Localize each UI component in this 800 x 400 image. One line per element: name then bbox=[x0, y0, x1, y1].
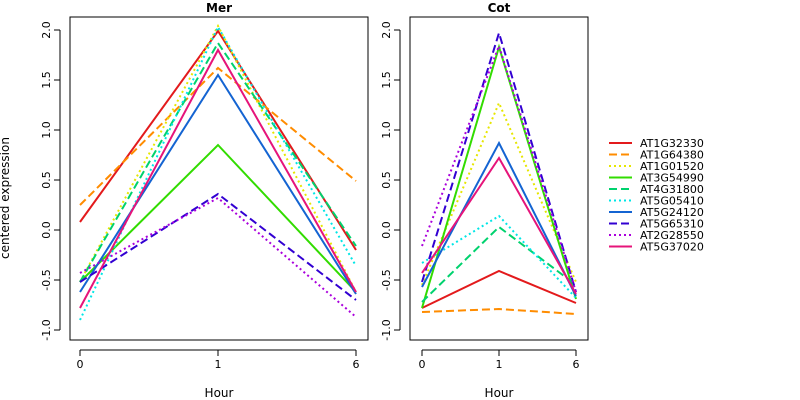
panel-title-mer: Mer bbox=[206, 1, 232, 15]
series-line-at1g32330 bbox=[79, 29, 357, 251]
y-tick-label: -1.0 bbox=[380, 319, 393, 340]
axes-cot: -1.0 -0.5 0.0 0.5 1.0 1.5 2.0 0 1 6 bbox=[380, 21, 580, 371]
y-tick-label: 1.0 bbox=[40, 121, 53, 139]
legend-label: AT3G54990 bbox=[640, 172, 704, 185]
x-tick-label: 1 bbox=[496, 358, 503, 371]
panel-cot: Cot Hour -1.0 -0.5 0.0 0.5 1.0 1.5 2.0 0 1 6 bbox=[380, 1, 589, 400]
series-line-at1g01520 bbox=[79, 23, 357, 293]
legend: AT1G32330AT1G64380AT1G01520AT3G54990AT4G… bbox=[609, 137, 704, 254]
plot-frame-mer bbox=[69, 16, 369, 341]
y-tick-label: 0.0 bbox=[40, 221, 53, 239]
legend-label: AT2G28550 bbox=[640, 229, 704, 242]
panel-mer: Mer Hour centered expression -1.0 -0.5 0.0… bbox=[0, 1, 369, 400]
series-line-at1g64380 bbox=[79, 66, 357, 206]
y-tick-label: 2.0 bbox=[380, 21, 393, 39]
series-line-at5g65310 bbox=[79, 192, 357, 301]
series-line-at1g32330 bbox=[421, 269, 577, 309]
series-line-at5g05410 bbox=[421, 214, 577, 299]
y-tick-label: 2.0 bbox=[40, 21, 53, 39]
y-tick-label: 0.0 bbox=[380, 221, 393, 239]
series-line-at4g31800 bbox=[79, 41, 357, 283]
x-tick-label: 0 bbox=[419, 358, 426, 371]
series-line-at5g65310 bbox=[421, 29, 577, 293]
series-lines-mer bbox=[79, 23, 357, 321]
series-line-at1g01520 bbox=[421, 100, 577, 286]
plot-frame-cot bbox=[409, 16, 589, 341]
series-line-at2g28550 bbox=[421, 42, 577, 293]
x-tick-label: 1 bbox=[215, 358, 222, 371]
y-tick-label: 0.5 bbox=[40, 171, 53, 189]
series-line-at3g54990 bbox=[79, 143, 357, 293]
legend-label: AT4G31800 bbox=[640, 183, 704, 196]
y-tick-label: -0.5 bbox=[380, 269, 393, 290]
x-tick-label: 0 bbox=[77, 358, 84, 371]
series-line-at5g37020 bbox=[79, 47, 357, 309]
y-tick-label: -1.0 bbox=[40, 319, 53, 340]
series-line-at5g24120 bbox=[421, 140, 577, 297]
x-axis-label-cot: Hour bbox=[485, 386, 514, 400]
x-axis-label-mer: Hour bbox=[205, 386, 234, 400]
legend-label: AT1G32330 bbox=[640, 137, 704, 150]
y-tick-label: 0.5 bbox=[380, 171, 393, 189]
x-tick-label: 6 bbox=[353, 358, 360, 371]
y-axis-label: centered expression bbox=[0, 137, 12, 259]
series-line-at1g64380 bbox=[421, 307, 577, 315]
series-line-at5g05410 bbox=[79, 24, 357, 321]
y-tick-label: -0.5 bbox=[40, 269, 53, 290]
series-line-at4g31800 bbox=[421, 225, 577, 303]
y-tick-label: 1.5 bbox=[40, 71, 53, 89]
x-tick-label: 6 bbox=[573, 358, 580, 371]
legend-label: AT5G65310 bbox=[640, 218, 704, 231]
y-tick-label: 1.5 bbox=[380, 71, 393, 89]
series-line-at5g24120 bbox=[79, 73, 357, 295]
legend-label: AT5G24120 bbox=[640, 206, 704, 219]
y-tick-label: 1.0 bbox=[380, 121, 393, 139]
legend-label: AT1G01520 bbox=[640, 160, 704, 173]
panel-title-cot: Cot bbox=[488, 1, 511, 15]
series-line-at2g28550 bbox=[79, 196, 357, 318]
series-line-at5g37020 bbox=[421, 156, 577, 295]
series-lines-cot bbox=[421, 29, 577, 315]
legend-label: AT5G05410 bbox=[640, 195, 704, 208]
legend-label: AT5G37020 bbox=[640, 241, 704, 254]
legend-label: AT1G64380 bbox=[640, 149, 704, 162]
axes-mer: -1.0 -0.5 0.0 0.5 1.0 1.5 2.0 0 1 6 bbox=[40, 21, 360, 371]
